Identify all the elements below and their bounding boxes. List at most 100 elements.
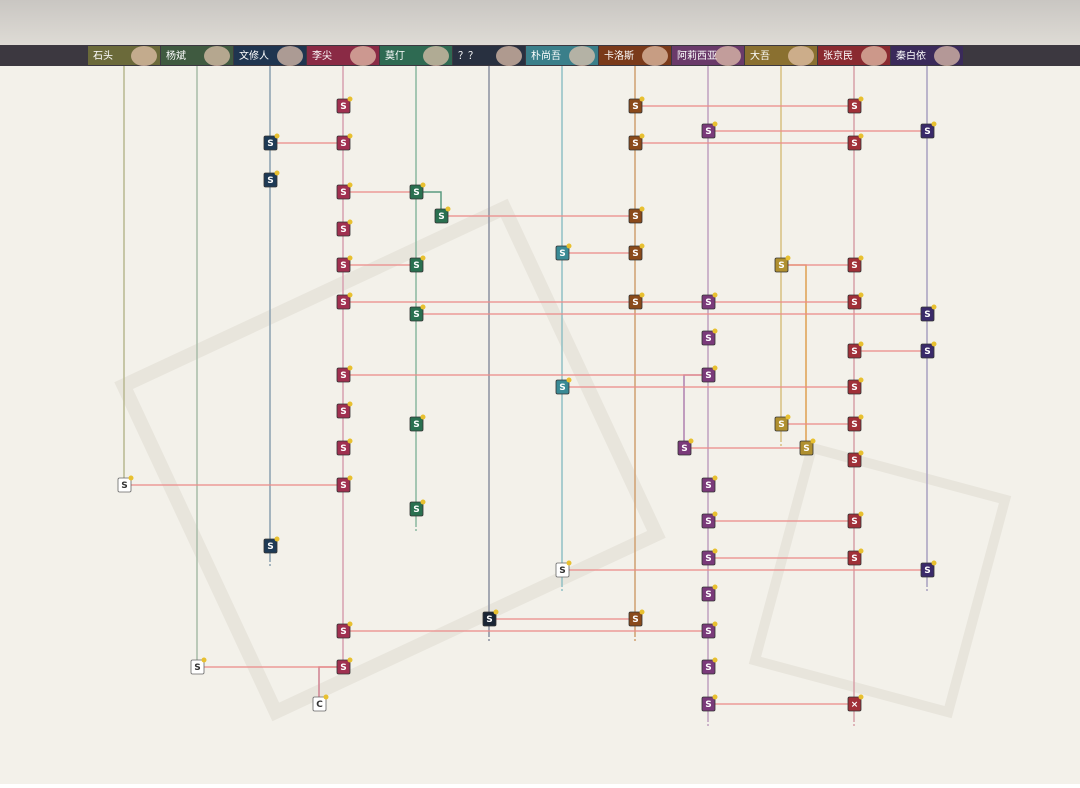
node-star — [712, 657, 718, 663]
node-star — [347, 365, 353, 371]
story-node — [263, 135, 278, 151]
character-portrait — [423, 46, 449, 66]
character-name: 莫仃 — [385, 50, 405, 62]
story-node — [409, 416, 424, 432]
node-star — [712, 328, 718, 334]
story-node — [701, 623, 716, 639]
node-star — [420, 304, 426, 310]
node-star — [323, 694, 329, 700]
node-star — [420, 182, 426, 188]
node-star — [931, 560, 937, 566]
node-label: S — [705, 627, 711, 637]
character-name: 大吾 — [750, 49, 770, 62]
character-portrait — [277, 46, 303, 66]
story-node — [701, 477, 716, 493]
node-star — [445, 206, 451, 212]
story-node — [336, 184, 351, 200]
node-label: S — [121, 481, 127, 491]
character-name: 杨斌 — [166, 49, 186, 62]
character-portrait — [788, 46, 814, 66]
node-star — [712, 694, 718, 700]
node-star — [858, 341, 864, 347]
story-node — [555, 379, 570, 395]
story-node — [799, 440, 814, 456]
node-label: S — [851, 383, 857, 393]
node-label: S — [705, 700, 711, 710]
story-node — [336, 403, 351, 419]
node-star — [274, 170, 280, 176]
node-star — [201, 657, 207, 663]
node-label: S — [851, 420, 857, 430]
story-node — [628, 611, 643, 627]
node-label: S — [559, 566, 565, 576]
node-label: S — [851, 554, 857, 564]
node-star — [347, 219, 353, 225]
story-node — [434, 208, 449, 224]
node-star — [858, 255, 864, 261]
node-star — [493, 609, 499, 615]
character-name: 卡洛斯 — [604, 49, 634, 62]
node-label: S — [267, 542, 273, 552]
node-star — [712, 475, 718, 481]
node-star — [566, 377, 572, 383]
node-label: S — [340, 298, 346, 308]
node-label: S — [413, 505, 419, 515]
character-portrait — [934, 46, 960, 66]
node-star — [420, 414, 426, 420]
story-node — [920, 123, 935, 139]
node-star — [566, 243, 572, 249]
node-label: S — [632, 102, 638, 112]
node-label: S — [851, 456, 857, 466]
node-label: S — [851, 517, 857, 527]
node-label: S — [851, 347, 857, 357]
node-star — [274, 536, 280, 542]
branch-line — [416, 191, 442, 216]
node-star — [639, 96, 645, 102]
node-label: S — [486, 615, 492, 625]
node-star — [712, 121, 718, 127]
character-portrait — [715, 46, 741, 66]
story-node — [336, 294, 351, 310]
node-star — [347, 657, 353, 663]
story-node — [336, 98, 351, 114]
node-star — [785, 414, 791, 420]
character-portrait — [350, 46, 376, 66]
node-star — [420, 499, 426, 505]
node-label: S — [340, 188, 346, 198]
node-star — [347, 401, 353, 407]
story-node — [312, 696, 327, 712]
node-label: S — [267, 139, 273, 149]
node-label: S — [851, 298, 857, 308]
story-node — [920, 306, 935, 322]
node-label: S — [632, 249, 638, 259]
node-label: S — [632, 298, 638, 308]
node-label: S — [851, 102, 857, 112]
node-label: S — [778, 261, 784, 271]
character-name: 阿莉西亚 — [677, 50, 717, 62]
node-label: S — [705, 554, 711, 564]
story-node — [555, 245, 570, 261]
story-node — [628, 245, 643, 261]
node-label: S — [924, 566, 930, 576]
node-label: S — [340, 481, 346, 491]
node-star — [566, 560, 572, 566]
node-star — [858, 292, 864, 298]
node-star — [639, 133, 645, 139]
node-star — [347, 475, 353, 481]
node-label: S — [705, 590, 711, 600]
top-strip — [0, 0, 1080, 45]
node-label: S — [413, 188, 419, 198]
node-star — [810, 438, 816, 444]
node-label: S — [803, 444, 809, 454]
story-node — [847, 135, 862, 151]
story-node — [920, 343, 935, 359]
node-star — [639, 206, 645, 212]
story-node — [677, 440, 692, 456]
story-node — [701, 367, 716, 383]
story-node — [336, 257, 351, 273]
story-node — [847, 452, 862, 468]
story-node — [847, 550, 862, 566]
character-name: 秦白依 — [896, 49, 926, 62]
story-node — [847, 513, 862, 529]
character-name: ？？ — [458, 51, 478, 62]
